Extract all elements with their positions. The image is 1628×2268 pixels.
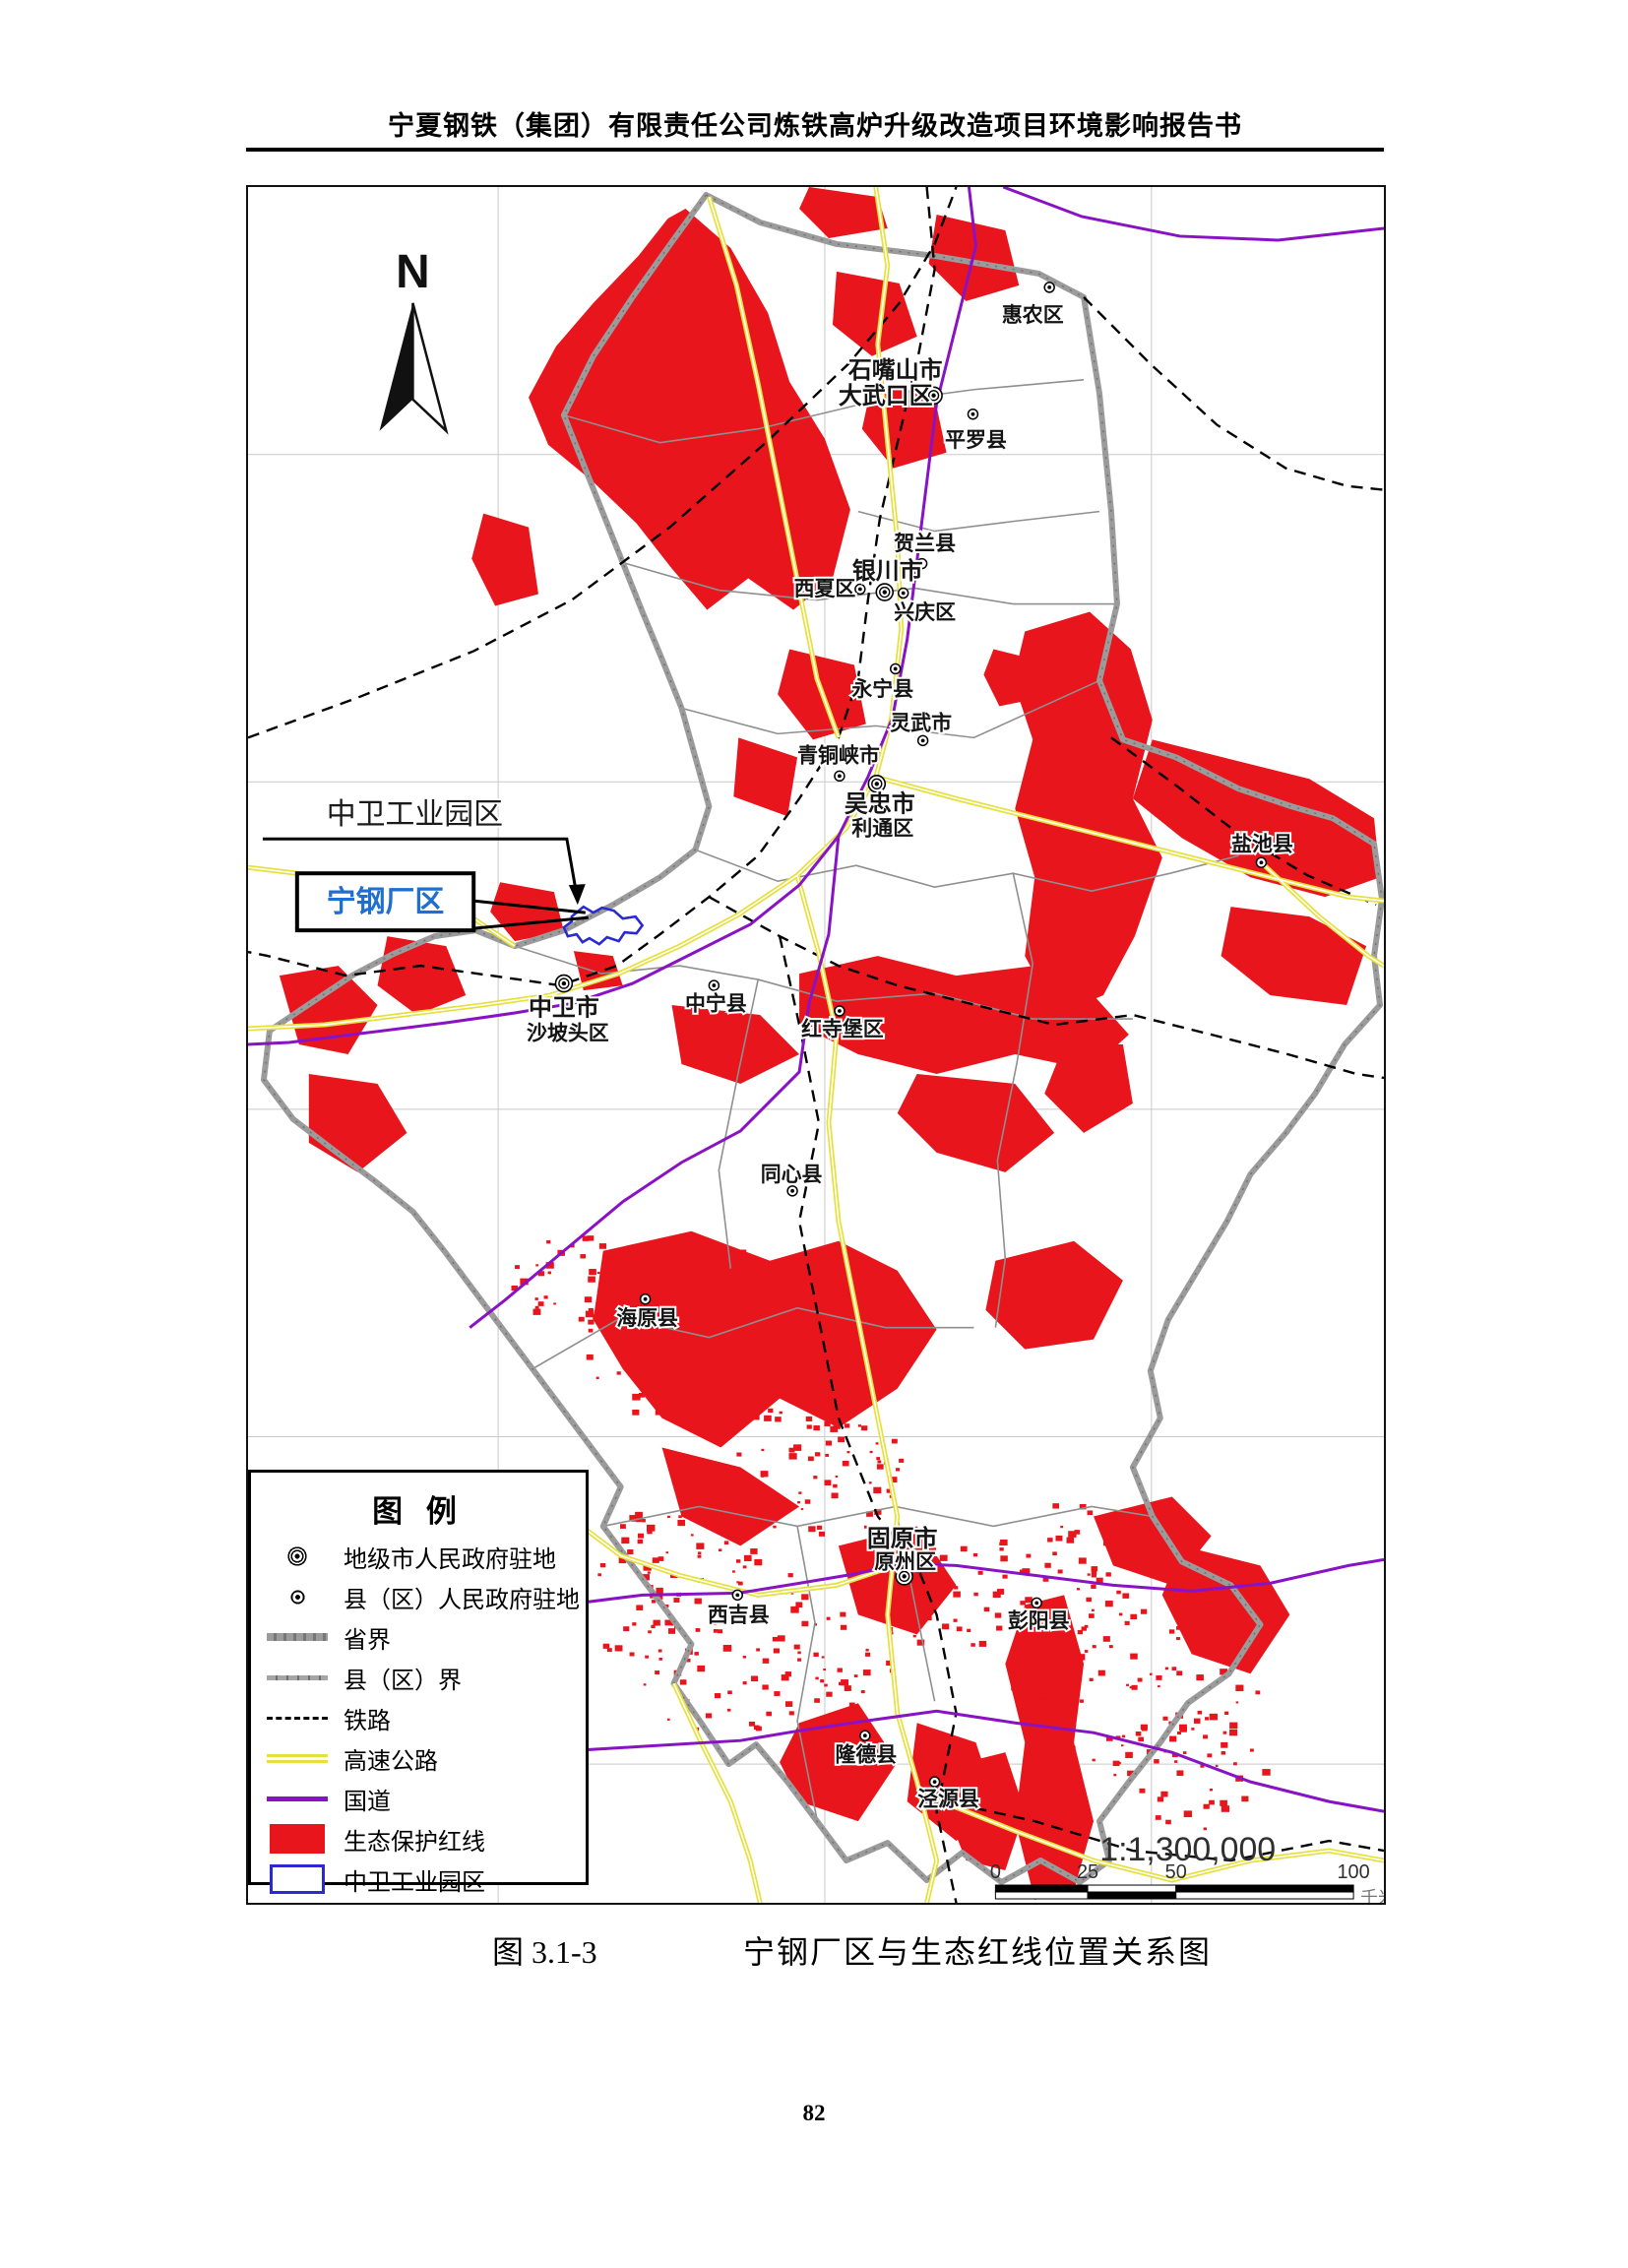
national-road-icon (265, 1796, 330, 1801)
county-boundary-icon (265, 1674, 330, 1680)
place-label: 银川市 (852, 557, 923, 585)
page-header: 宁夏钢铁（集团）有限责任公司炼铁高炉升级改造项目环境影响报告书 (388, 111, 1242, 141)
railway-icon (265, 1716, 330, 1720)
legend-item-label: 省界 (344, 1627, 391, 1654)
place-label: 隆德县 (835, 1742, 897, 1766)
place-label: 大武口区 (839, 383, 933, 410)
figure-number: 图 3.1-3 (492, 1934, 597, 1970)
place-label: 西夏区 (794, 577, 856, 600)
place-label: 泾源县 (917, 1787, 979, 1810)
figure-title: 宁钢厂区与生态红线位置关系图 (743, 1934, 1213, 1970)
industrial-park-icon (265, 1864, 330, 1894)
legend-item: 中卫工业园区 (265, 1864, 578, 1896)
legend-item: 县（区）人民政府驻地 (265, 1582, 580, 1613)
prefecture-marker-icon (265, 1546, 330, 1566)
place-label: 红寺堡区 (801, 1017, 884, 1040)
place-label: 同心县 (761, 1163, 823, 1186)
scale-unit: 千米 (1360, 1888, 1384, 1903)
legend-item-label: 生态保护红线 (344, 1829, 485, 1856)
figure-caption: 图 3.1-3 宁钢厂区与生态红线位置关系图 (246, 1927, 1386, 1975)
legend-item-label: 地级市人民政府驻地 (344, 1546, 556, 1573)
legend-title: 图 例 (372, 1494, 465, 1529)
legend-item-label: 中卫工业园区 (344, 1869, 485, 1896)
place-label: 中卫市 (529, 993, 599, 1021)
legend-item: 生态保护红线 (265, 1824, 578, 1856)
place-label: 利通区 (851, 817, 913, 841)
place-label: 西吉县 (708, 1604, 770, 1627)
province-boundary-icon (265, 1633, 330, 1641)
scale-tick: 25 (1077, 1861, 1098, 1883)
highways (248, 187, 1384, 1903)
redline-speckles (511, 1235, 1271, 1831)
eco-redline-icon (265, 1824, 330, 1854)
place-label: 吴忠市 (845, 790, 915, 818)
place-label: 海原县 (616, 1306, 678, 1330)
page-number: 82 (802, 2101, 826, 2125)
legend-item-label: 铁路 (344, 1708, 391, 1734)
map-figure: 石嘴山市 大武口区 惠农区平罗县贺兰县 银川市 西夏区兴庆区永宁县灵武市 青铜峡市吴忠市利… (246, 185, 1386, 1905)
place-label: 惠农区 (1002, 303, 1064, 327)
map-legend: 图 例 地级市人民政府驻地 县（区）人民政府驻地 省界县（区）界铁路高速公路国道生态… (248, 1470, 589, 1896)
north-label: N (396, 246, 430, 298)
legend-item-label: 高速公路 (344, 1748, 438, 1775)
legend-item: 铁路 (265, 1703, 578, 1734)
place-label: 青铜峡市 (797, 744, 880, 768)
place-label: 石嘴山市 (847, 356, 943, 384)
industrial-park-outline (562, 905, 645, 946)
place-label: 固原市 (867, 1525, 938, 1552)
legend-item-label: 县（区）界 (344, 1668, 462, 1694)
place-label: 盐池县 (1231, 833, 1293, 856)
place-label: 永宁县 (850, 677, 913, 701)
legend-item: 县（区）界 (265, 1663, 578, 1694)
park-callout-lines (262, 837, 578, 890)
highway-icon (265, 1753, 330, 1763)
legend-item: 省界 (265, 1622, 578, 1654)
scale-ratio: 1:1,300,000 (1099, 1831, 1276, 1868)
north-arrow-icon (379, 302, 449, 435)
place-label: 彭阳县 (1008, 1609, 1070, 1633)
legend-item: 国道 (265, 1784, 578, 1815)
plant-callout-label: 宁钢厂区 (327, 885, 445, 918)
place-label: 中宁县 (685, 991, 747, 1015)
place-label: 灵武市 (890, 712, 952, 735)
place-label: 原州区 (874, 1550, 936, 1574)
scale-tick: 100 (1337, 1861, 1369, 1883)
scale-tick: 50 (1165, 1861, 1187, 1883)
legend-item: 地级市人民政府驻地 (265, 1542, 578, 1573)
legend-item-label: 国道 (344, 1789, 391, 1815)
legend-items: 地级市人民政府驻地 县（区）人民政府驻地 省界县（区）界铁路高速公路国道生态保护红线… (251, 1542, 586, 1896)
header-rule (246, 148, 1384, 152)
place-label: 平罗县 (945, 428, 1007, 452)
county-marker-icon (265, 1589, 330, 1605)
place-label: 贺兰县 (893, 532, 956, 555)
legend-item: 高速公路 (265, 1743, 578, 1775)
scale-bar (994, 1884, 1354, 1900)
plant-callout (294, 871, 589, 933)
legend-item-label: 县（区）人民政府驻地 (344, 1587, 580, 1613)
city-markers (554, 282, 1268, 1788)
place-label: 沙坡头区 (527, 1021, 609, 1044)
park-callout-arrowhead (568, 884, 586, 906)
scale-tick: 0 (990, 1861, 1001, 1883)
park-callout-label: 中卫工业园区 (327, 798, 503, 831)
place-label: 兴庆区 (894, 600, 956, 624)
